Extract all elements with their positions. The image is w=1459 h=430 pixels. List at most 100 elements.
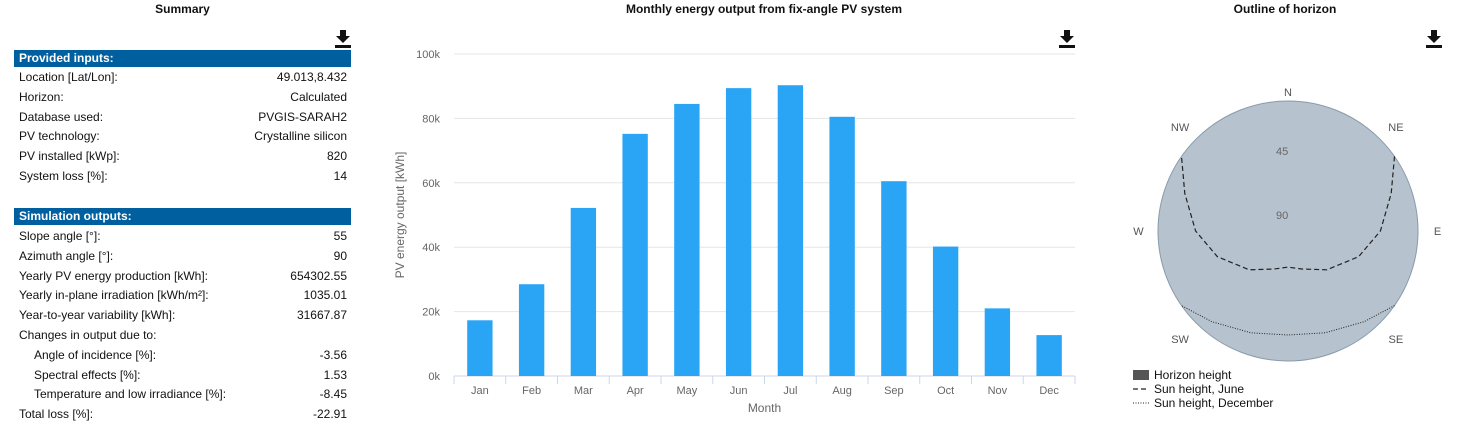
summary-row-value: 1035.01 <box>303 288 347 303</box>
provided-inputs-header: Provided inputs: <box>14 50 351 67</box>
summary-row: System loss [%]: 14 <box>14 167 351 186</box>
summary-row-label: PV technology: <box>19 129 100 144</box>
bar-jun <box>725 88 752 376</box>
summary-row: Yearly in-plane irradiation [kWh/m²]: 103… <box>14 286 351 305</box>
sun-path-june <box>1180 156 1396 271</box>
bar-jan <box>467 320 493 376</box>
bar-apr <box>622 133 648 376</box>
legend-sun-december[interactable]: Sun height, December <box>1133 396 1273 410</box>
x-tick-label: Jun <box>730 385 748 397</box>
summary-row-value: 14 <box>333 169 347 183</box>
summary-row-label: Yearly PV energy production [kWh]: <box>19 268 208 283</box>
monthly-energy-chart: 0k 20k 40k 60k 80k 100k Jan Feb Mar Apr May Jun Jul A… <box>393 49 1076 415</box>
summary-row-value: 90 <box>333 248 347 263</box>
y-tick-label: 40k <box>422 242 440 254</box>
summary-row: Changes in output due to: <box>14 326 351 345</box>
summary-row: Temperature and low irradiance [%]: -8.45 <box>14 385 351 404</box>
x-tick-label: Oct <box>937 385 954 397</box>
summary-row: PV installed [kWp]: 820 <box>14 147 351 166</box>
x-tick-label: Apr <box>627 385 644 397</box>
summary-title: Summary <box>155 2 210 16</box>
summary-row: Yearly PV energy production [kWh]: 654302… <box>14 267 351 286</box>
bar-may <box>674 103 700 376</box>
horizon-polar-chart: 4590NNEESESSWWNW <box>1133 87 1441 362</box>
x-tick-label: Feb <box>522 385 541 397</box>
summary-row-value: -22.91 <box>312 407 347 422</box>
summary-row-label: Temperature and low irradiance [%]: <box>34 387 227 402</box>
summary-row: Slope angle [°]: 55 <box>14 227 351 246</box>
direction-label: N <box>1284 87 1292 99</box>
simulation-outputs-header: Simulation outputs: <box>14 208 351 225</box>
y-tick-label: 80k <box>422 113 440 125</box>
bar-oct <box>932 246 959 376</box>
bar-dec <box>1036 335 1062 376</box>
summary-row-label: PV installed [kWp]: <box>19 149 120 164</box>
horizon-area <box>1157 100 1419 362</box>
summary-row-label: Location [Lat/Lon]: <box>19 70 118 84</box>
horizon-download-icon[interactable] <box>1426 30 1442 48</box>
summary-row-label: Horizon: <box>19 89 64 104</box>
summary-row-label: System loss [%]: <box>19 169 108 183</box>
chart-download-icon[interactable] <box>1059 30 1075 48</box>
bar-feb <box>518 284 545 376</box>
summary-row-value: PVGIS-SARAH2 <box>258 109 347 124</box>
summary-row-value: 654302.55 <box>290 268 347 283</box>
summary-row: Database used: PVGIS-SARAH2 <box>14 108 351 127</box>
summary-row-label: Yearly in-plane irradiation [kWh/m²]: <box>19 288 209 303</box>
summary-row: Year-to-year variability [kWh]: 31667.87 <box>14 306 351 325</box>
summary-row-label: Slope angle [°]: <box>19 229 101 243</box>
horizon-legend: Horizon height Sun height, June Sun heig… <box>1133 368 1273 410</box>
bar-nov <box>984 308 1011 376</box>
horizon-title: Outline of horizon <box>1233 2 1337 16</box>
x-tick-label: Jul <box>783 385 797 397</box>
x-tick-label: Nov <box>988 385 1008 397</box>
summary-row-value: -8.45 <box>319 387 347 402</box>
x-tick-label: Dec <box>1039 385 1059 397</box>
y-tick-label: 60k <box>422 178 440 190</box>
summary-row-value: 31667.87 <box>296 308 347 323</box>
summary-row-label: Angle of incidence [%]: <box>34 347 157 362</box>
direction-label: NW <box>1171 122 1190 134</box>
summary-row-value: 1.53 <box>323 367 347 382</box>
summary-row: Spectral effects [%]: 1.53 <box>14 366 351 385</box>
y-tick-label: 100k <box>416 49 440 61</box>
y-tick-label: 20k <box>422 307 440 319</box>
direction-label: NE <box>1388 122 1403 134</box>
legend-horizon-label: Horizon height <box>1154 368 1232 382</box>
bar-sep <box>881 181 907 376</box>
direction-label: SW <box>1171 334 1189 346</box>
summary-row-value: Calculated <box>290 89 347 104</box>
summary-row-value: 49.013,8.432 <box>276 70 347 84</box>
x-axis-label: Month <box>748 401 781 415</box>
y-axis-label: PV energy output [kWh] <box>393 152 407 279</box>
chart-title: Monthly energy output from fix-angle PV … <box>625 2 903 16</box>
x-tick-label: Aug <box>832 385 852 397</box>
summary-row-label: Spectral effects [%]: <box>34 367 141 382</box>
direction-label: SE <box>1389 334 1404 346</box>
summary-row: Angle of incidence [%]: -3.56 <box>14 346 351 365</box>
summary-row-label: Database used: <box>19 109 104 124</box>
summary-row-value: 55 <box>333 229 347 243</box>
legend-june-label: Sun height, June <box>1154 382 1245 396</box>
bar-mar <box>570 207 597 376</box>
summary-row-value: 820 <box>326 149 347 164</box>
summary-row: PV technology: Crystalline silicon <box>14 127 351 146</box>
summary-row-label: Azimuth angle [°]: <box>19 248 114 263</box>
legend-december-label: Sun height, December <box>1154 396 1274 410</box>
summary-row: Location [Lat/Lon]: 49.013,8.432 <box>14 68 351 87</box>
legend-sun-june[interactable]: Sun height, June <box>1133 382 1273 396</box>
x-tick-label: Jan <box>471 385 489 397</box>
direction-label: E <box>1434 226 1441 238</box>
summary-row-label: Total loss [%]: <box>19 407 94 422</box>
summary-row-value: Crystalline silicon <box>254 129 347 144</box>
ring-label: 90 <box>1276 210 1288 222</box>
summary-row: Horizon: Calculated <box>14 88 351 107</box>
summary-row: Total loss [%]: -22.91 <box>14 405 351 424</box>
summary-row-value: -3.56 <box>319 347 347 362</box>
summary-row: Azimuth angle [°]: 90 <box>14 247 351 266</box>
bar-aug <box>829 116 855 376</box>
y-tick-label: 0k <box>428 371 440 383</box>
legend-horizon-height[interactable]: Horizon height <box>1133 368 1273 382</box>
bar-jul <box>777 85 804 376</box>
summary-download-icon[interactable] <box>335 30 351 48</box>
